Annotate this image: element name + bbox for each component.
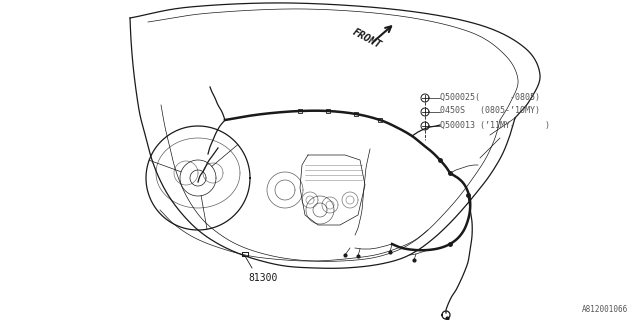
Text: FRONT: FRONT [351, 27, 383, 50]
Text: A812001066: A812001066 [582, 305, 628, 314]
Bar [378, 118, 382, 122]
Text: 0450S   (0805-’10MY): 0450S (0805-’10MY) [440, 107, 540, 116]
Bar [298, 109, 302, 113]
Bar [326, 109, 330, 113]
Text: Q500025(      -0805): Q500025( -0805) [440, 92, 540, 101]
Bar [354, 112, 358, 116]
Text: Q500013 (’11MY-      ): Q500013 (’11MY- ) [440, 121, 550, 130]
Text: 81300: 81300 [248, 273, 277, 283]
